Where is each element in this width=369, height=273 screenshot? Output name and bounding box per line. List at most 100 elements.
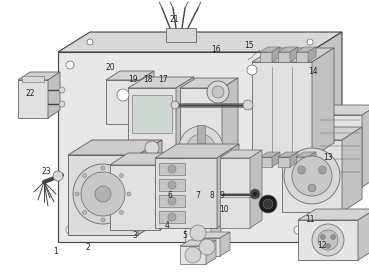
Polygon shape bbox=[260, 157, 272, 167]
Circle shape bbox=[243, 100, 253, 110]
Polygon shape bbox=[110, 165, 160, 230]
Polygon shape bbox=[298, 209, 369, 220]
Circle shape bbox=[259, 195, 277, 213]
Polygon shape bbox=[308, 152, 316, 167]
Polygon shape bbox=[68, 155, 138, 235]
Circle shape bbox=[168, 213, 176, 221]
Text: 14: 14 bbox=[308, 67, 318, 76]
Polygon shape bbox=[342, 127, 362, 212]
Text: 21: 21 bbox=[169, 16, 179, 25]
Polygon shape bbox=[176, 77, 194, 158]
Circle shape bbox=[298, 166, 306, 174]
Polygon shape bbox=[18, 72, 60, 80]
Polygon shape bbox=[128, 77, 194, 88]
Polygon shape bbox=[222, 78, 238, 170]
Text: 5: 5 bbox=[183, 230, 187, 239]
Polygon shape bbox=[252, 62, 312, 157]
Circle shape bbox=[83, 210, 87, 214]
Polygon shape bbox=[362, 105, 369, 187]
Circle shape bbox=[320, 235, 325, 239]
Circle shape bbox=[252, 191, 258, 197]
Polygon shape bbox=[278, 52, 290, 62]
Circle shape bbox=[263, 199, 273, 209]
Polygon shape bbox=[272, 152, 280, 167]
Polygon shape bbox=[312, 48, 334, 157]
Polygon shape bbox=[220, 232, 230, 256]
Circle shape bbox=[127, 192, 131, 196]
Polygon shape bbox=[296, 52, 308, 62]
Circle shape bbox=[247, 65, 257, 75]
Polygon shape bbox=[298, 220, 358, 260]
Polygon shape bbox=[194, 238, 220, 256]
Polygon shape bbox=[358, 209, 369, 260]
Circle shape bbox=[207, 81, 229, 103]
Bar bbox=[197, 125, 205, 143]
Polygon shape bbox=[296, 152, 316, 157]
Polygon shape bbox=[185, 224, 211, 242]
Polygon shape bbox=[194, 232, 230, 238]
Polygon shape bbox=[260, 47, 280, 52]
Circle shape bbox=[284, 148, 340, 204]
Circle shape bbox=[212, 86, 224, 98]
Circle shape bbox=[81, 172, 125, 216]
Circle shape bbox=[66, 226, 74, 234]
Polygon shape bbox=[110, 153, 178, 165]
Circle shape bbox=[294, 61, 302, 69]
Circle shape bbox=[95, 186, 111, 202]
Polygon shape bbox=[180, 88, 222, 170]
Polygon shape bbox=[296, 157, 308, 167]
Text: 13: 13 bbox=[323, 153, 333, 162]
Polygon shape bbox=[282, 140, 342, 212]
Polygon shape bbox=[252, 48, 334, 62]
Polygon shape bbox=[48, 72, 60, 118]
Text: 2: 2 bbox=[86, 244, 90, 253]
Polygon shape bbox=[140, 71, 154, 124]
Text: 7: 7 bbox=[196, 191, 200, 200]
Circle shape bbox=[168, 197, 176, 205]
Polygon shape bbox=[290, 47, 298, 62]
Polygon shape bbox=[211, 218, 221, 242]
Text: 19: 19 bbox=[128, 76, 138, 85]
Polygon shape bbox=[318, 115, 362, 187]
Circle shape bbox=[120, 174, 123, 178]
Polygon shape bbox=[278, 157, 290, 167]
Circle shape bbox=[318, 166, 327, 174]
Circle shape bbox=[87, 39, 93, 45]
Circle shape bbox=[66, 61, 74, 69]
Polygon shape bbox=[278, 47, 298, 52]
Circle shape bbox=[187, 134, 215, 162]
Circle shape bbox=[59, 87, 65, 93]
Circle shape bbox=[83, 174, 87, 178]
Text: 20: 20 bbox=[105, 64, 115, 73]
Polygon shape bbox=[138, 140, 162, 235]
Polygon shape bbox=[272, 47, 280, 62]
Polygon shape bbox=[68, 140, 162, 155]
Circle shape bbox=[145, 141, 159, 155]
Bar bbox=[166, 28, 196, 42]
Text: 8: 8 bbox=[210, 191, 214, 200]
Polygon shape bbox=[185, 218, 221, 224]
Text: 11: 11 bbox=[305, 215, 315, 224]
Text: 16: 16 bbox=[211, 46, 221, 55]
Circle shape bbox=[331, 235, 336, 239]
Text: 18: 18 bbox=[143, 76, 153, 85]
Circle shape bbox=[292, 156, 332, 196]
Polygon shape bbox=[308, 47, 316, 62]
Circle shape bbox=[179, 126, 223, 170]
Circle shape bbox=[307, 39, 313, 45]
Polygon shape bbox=[58, 52, 310, 242]
Circle shape bbox=[318, 230, 338, 250]
Polygon shape bbox=[282, 127, 362, 140]
Polygon shape bbox=[318, 105, 369, 115]
Text: 1: 1 bbox=[54, 248, 58, 257]
Polygon shape bbox=[260, 152, 280, 157]
Circle shape bbox=[312, 224, 344, 256]
Bar bbox=[22, 76, 44, 82]
Text: 10: 10 bbox=[219, 206, 229, 215]
Polygon shape bbox=[250, 150, 262, 228]
Polygon shape bbox=[220, 150, 262, 158]
Circle shape bbox=[120, 210, 123, 214]
Polygon shape bbox=[155, 144, 239, 158]
Bar bbox=[159, 163, 185, 175]
Circle shape bbox=[168, 165, 176, 173]
